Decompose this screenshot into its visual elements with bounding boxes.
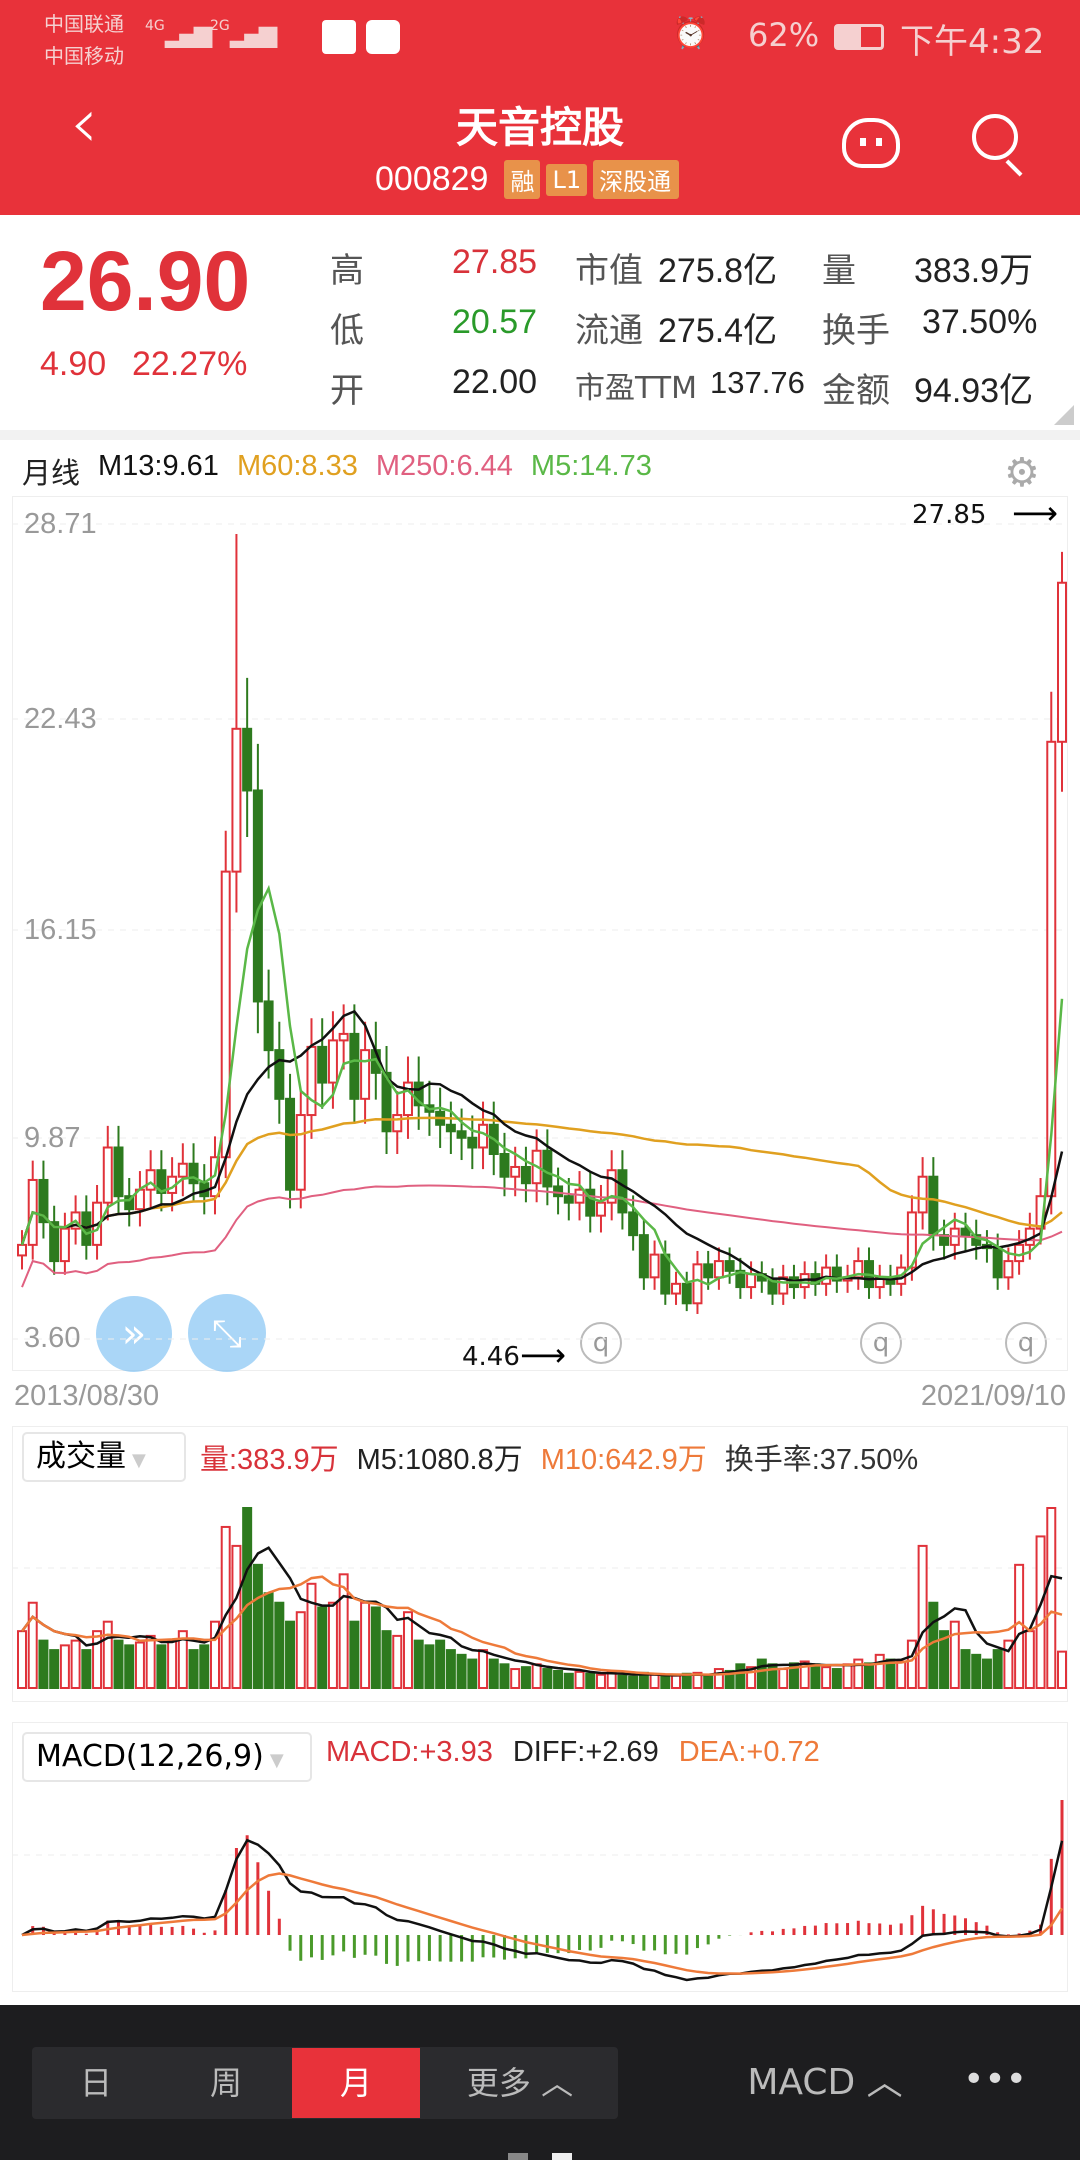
y-tick: 3.60 [24, 1322, 81, 1354]
tag-sz-connect[interactable]: 深股通 [593, 160, 680, 199]
y-tick: 16.15 [24, 914, 97, 946]
open-label: 开 [330, 371, 364, 411]
volume-current: 量:383.9万 [200, 1444, 339, 1476]
network-4g: 4G [145, 18, 165, 34]
more-options-button[interactable]: ••• [963, 2059, 1027, 2100]
network-2g: 2G [210, 18, 230, 34]
last-price: 26.90 [40, 234, 251, 328]
high-value: 27.85 [452, 243, 538, 281]
ma60-value: M60:8.33 [236, 450, 358, 482]
robot-assistant-icon[interactable] [842, 118, 900, 168]
tag-l1[interactable]: L1 [546, 163, 588, 196]
carrier-1: 中国联通 [44, 12, 124, 36]
low-label: 低 [330, 311, 364, 351]
search-icon[interactable] [972, 114, 1023, 177]
ma250-value: M250:6.44 [375, 450, 513, 482]
stock-code: 000829 [375, 160, 489, 198]
y-tick: 22.43 [24, 703, 97, 735]
amount-label: 金额 [822, 371, 890, 411]
end-date: 2021/09/10 [920, 1380, 1066, 1412]
carrier-2: 中国移动 [44, 44, 124, 68]
tab-more[interactable]: 更多 ︿ [466, 2064, 574, 2102]
battery-icon [834, 24, 884, 50]
bottom-toolbar: 日 周 月 更多 ︿ MACD ︿ ••• [0, 2005, 1080, 2160]
fullscreen-button[interactable]: ⤡ [188, 1294, 266, 1372]
signal-icon: ▂▄▆ [165, 20, 212, 48]
tab-day[interactable]: 日 [79, 2064, 112, 2102]
app-header: 中国联通 中国移动 4G 2G ▂▄▆ ▂▄▆ ⏰ 62% 下午4:32 ‹ 天… [0, 0, 1080, 215]
volume-m10: M10:642.9万 [540, 1444, 707, 1476]
max-price-label: 27.85 [912, 500, 987, 530]
volume-turnover: 换手率:37.50% [724, 1444, 919, 1476]
pe-value: 137.76 [710, 365, 805, 400]
open-value: 22.00 [452, 363, 538, 401]
tab-month[interactable]: 月 [292, 2048, 420, 2118]
tag-margin[interactable]: 融 [504, 160, 541, 199]
event-marker-icon[interactable]: q [1005, 1322, 1047, 1364]
macd-indicator-select[interactable]: MACD(12,26,9) ▼ [22, 1732, 312, 1782]
turnover-label: 换手 [822, 311, 890, 351]
stock-code-row: 000829 融 L1 深股通 [375, 160, 680, 199]
pe-label: 市盈TTM [575, 371, 698, 406]
volume-legend: 量:383.9万 M5:1080.8万 M10:642.9万 换手率:37.50… [200, 1436, 918, 1478]
float-value: 275.4亿 [658, 312, 778, 350]
ma-legend: 月线 M13:9.61 M60:8.33 M250:6.44 M5:14.73 [22, 450, 652, 492]
volume-indicator-select[interactable]: 成交量 ▼ [22, 1432, 186, 1482]
dea-value: DEA:+0.72 [678, 1736, 820, 1768]
app-notification-icon [322, 20, 356, 54]
volume-m5: M5:1080.8万 [356, 1444, 523, 1476]
y-tick: 28.71 [24, 508, 97, 540]
tab-week[interactable]: 周 [209, 2064, 242, 2102]
amount-value: 94.93亿 [914, 372, 1034, 410]
settings-gear-icon[interactable]: ⚙ [1004, 450, 1040, 496]
low-value: 20.57 [452, 303, 538, 341]
period-label: 月线 [22, 458, 81, 490]
volume-panel [12, 1426, 1068, 1702]
clock: 下午4:32 [900, 22, 1045, 62]
volume-label: 量 [822, 251, 856, 291]
mcap-value: 275.8亿 [658, 252, 778, 290]
arrow-right-icon: ⟶ [520, 1336, 566, 1374]
macd-panel [12, 1722, 1068, 1992]
expand-corner-icon[interactable] [1054, 405, 1074, 425]
start-date: 2013/08/30 [14, 1380, 160, 1412]
quote-panel: 26.90 4.90 22.27% 高 27.85 低 20.57 开 22.0… [0, 215, 1080, 430]
min-price-label: 4.46 [462, 1342, 520, 1372]
dropdown-caret-icon: ▼ [269, 1750, 284, 1771]
stock-name: 天音控股 [455, 103, 624, 152]
macd-selector-label: MACD(12,26,9) [36, 1739, 264, 1774]
macd-legend: MACD:+3.93 DIFF:+2.69 DEA:+0.72 [326, 1736, 820, 1769]
volume-selector-label: 成交量 [36, 1439, 126, 1474]
event-marker-icon[interactable]: q [860, 1322, 902, 1364]
event-marker-icon[interactable]: q [580, 1322, 622, 1364]
battery-percent: 62% [748, 16, 820, 54]
alarm-icon: ⏰ [672, 16, 710, 51]
signal-icon: ▂▄▆ [230, 20, 277, 48]
nav-indicator [552, 2153, 572, 2160]
mcap-label: 市值 [575, 251, 643, 291]
diff-value: DIFF:+2.69 [512, 1736, 659, 1768]
high-label: 高 [330, 251, 364, 291]
collapse-button[interactable]: » [96, 1296, 172, 1372]
indicator-select-button[interactable]: MACD ︿ [747, 2062, 903, 2103]
y-tick: 9.87 [24, 1122, 81, 1154]
price-change-pct: 22.27% [132, 345, 248, 383]
float-label: 流通 [575, 311, 643, 351]
kline-plot-area[interactable] [12, 496, 1068, 1371]
macd-value: MACD:+3.93 [326, 1736, 493, 1768]
app-notification-icon [366, 20, 400, 54]
nav-indicator [508, 2153, 528, 2160]
turnover-value: 37.50% [922, 303, 1038, 341]
ma13-value: M13:9.61 [98, 450, 219, 482]
dropdown-caret-icon: ▼ [132, 1450, 146, 1471]
back-button[interactable]: ‹ [70, 82, 98, 164]
price-change: 4.90 [40, 345, 107, 383]
ma5-value: M5:14.73 [530, 450, 652, 482]
arrow-right-icon: ⟶ [1012, 494, 1058, 532]
volume-value: 383.9万 [914, 252, 1034, 290]
